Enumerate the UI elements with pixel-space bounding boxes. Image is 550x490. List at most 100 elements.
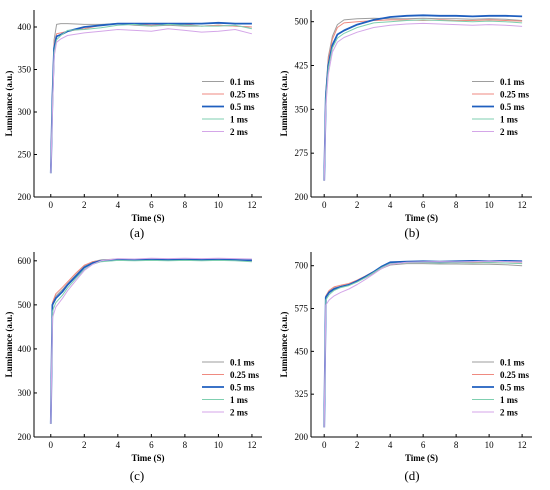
x-tick-label: 0	[322, 440, 327, 450]
legend-label: 1 ms	[230, 115, 248, 125]
x-axis-label: Time (S)	[131, 453, 164, 463]
legend-label: 0.1 ms	[230, 77, 255, 87]
y-tick-label: 200	[295, 192, 309, 202]
x-tick-label: 12	[518, 200, 527, 210]
y-axis-label: Luminance (a.u.)	[4, 71, 14, 137]
x-tick-label: 10	[485, 440, 495, 450]
x-tick-label: 4	[116, 200, 121, 210]
series-line-1-ms	[50, 259, 252, 424]
series-line-2-ms	[50, 28, 253, 174]
panel-caption: (b)	[404, 225, 419, 240]
legend-label: 1 ms	[500, 115, 518, 125]
y-tick-label: 200	[18, 432, 32, 442]
panel-caption: (c)	[130, 468, 144, 483]
x-tick-label: 0	[49, 200, 54, 210]
legend-label: 2 ms	[230, 127, 248, 137]
chart-panel-4: 200 325 450 575 700 0 2 4 6 8 10 12 Time (S) Luminanc…	[279, 252, 532, 483]
x-tick-label: 10	[485, 200, 495, 210]
x-tick-label: 2	[82, 440, 87, 450]
chart-panel-1: 200 250 300 350 400 0 2 4 6 8 10 12 Time (S) Luminanc…	[4, 10, 262, 240]
x-tick-label: 8	[183, 200, 188, 210]
x-tick-label: 12	[247, 440, 256, 450]
legend-label: 0.25 ms	[500, 90, 529, 100]
y-tick-label: 300	[18, 107, 32, 117]
y-tick-label: 200	[295, 432, 309, 442]
legend-label: 0.25 ms	[230, 370, 259, 380]
legend-label: 0.5 ms	[500, 102, 525, 112]
series-line-1-ms	[323, 262, 523, 428]
x-tick-label: 6	[149, 200, 154, 210]
y-tick-label: 350	[18, 65, 32, 75]
y-tick-label: 575	[295, 304, 309, 314]
y-tick-label: 250	[18, 150, 32, 160]
x-tick-label: 0	[49, 440, 54, 450]
x-tick-label: 4	[388, 440, 393, 450]
series-line-0-25-ms	[323, 19, 523, 181]
x-tick-label: 12	[247, 200, 256, 210]
x-tick-label: 2	[355, 440, 360, 450]
panel-caption: (d)	[404, 468, 419, 483]
x-tick-label: 4	[116, 440, 121, 450]
y-tick-label: 350	[295, 104, 309, 114]
x-tick-label: 10	[214, 440, 224, 450]
x-tick-label: 6	[421, 440, 426, 450]
legend-label: 0.1 ms	[500, 77, 525, 87]
x-tick-label: 2	[82, 200, 87, 210]
legend-label: 2 ms	[500, 408, 518, 418]
y-axis-label: Luminance (a.u.)	[279, 312, 289, 378]
series-line-2-ms	[323, 260, 523, 428]
series-line-0-5-ms	[323, 14, 523, 181]
y-tick-label: 425	[295, 61, 309, 71]
y-tick-label: 450	[295, 346, 309, 356]
y-tick-label: 275	[295, 148, 309, 158]
series-line-1-ms	[50, 23, 252, 174]
series-line-2-ms	[50, 257, 252, 424]
x-tick-label: 6	[149, 440, 154, 450]
legend-label: 0.25 ms	[230, 90, 259, 100]
legend-label: 0.5 ms	[230, 102, 255, 112]
series-line-0-5-ms	[323, 259, 523, 428]
legend-label: 0.5 ms	[230, 383, 255, 393]
legend-label: 0.1 ms	[230, 358, 255, 368]
series-line-0-5-ms	[49, 21, 252, 174]
legend-label: 0.5 ms	[500, 383, 525, 393]
x-axis-label: Time (S)	[131, 213, 164, 223]
x-tick-label: 8	[454, 200, 459, 210]
y-tick-label: 400	[18, 344, 32, 354]
chart-panel-3: 200 300 400 500 600 0 2 4 6 8 10 12 Time (S) Luminanc…	[4, 252, 262, 483]
series-line-2-ms	[323, 22, 523, 181]
y-axis-label: Luminance (a.u.)	[279, 71, 289, 137]
y-tick-label: 325	[295, 389, 309, 399]
series-line-0-1-ms	[323, 263, 523, 428]
y-tick-label: 700	[295, 261, 309, 271]
y-tick-label: 200	[18, 192, 32, 202]
legend-label: 2 ms	[500, 127, 518, 137]
x-tick-label: 0	[322, 200, 327, 210]
x-tick-label: 10	[214, 200, 224, 210]
y-tick-label: 500	[18, 300, 32, 310]
legend-label: 1 ms	[500, 395, 518, 405]
x-axis-label: Time (S)	[405, 213, 438, 223]
series-line-0-5-ms	[49, 258, 252, 424]
series-line-0-1-ms	[323, 17, 523, 181]
legend-label: 0.25 ms	[500, 370, 529, 380]
x-tick-label: 8	[454, 440, 459, 450]
x-tick-label: 8	[183, 440, 188, 450]
y-tick-label: 600	[18, 256, 32, 266]
y-tick-label: 400	[18, 22, 32, 32]
x-tick-label: 12	[518, 440, 527, 450]
series-line-0-25-ms	[50, 23, 252, 172]
panel-caption: (a)	[130, 225, 144, 240]
chart-panel-2: 200 275 350 425 500 0 2 4 6 8 10 12 Time (S) Luminanc…	[279, 10, 532, 240]
y-tick-label: 300	[18, 388, 32, 398]
x-tick-label: 4	[388, 200, 393, 210]
series-line-1-ms	[323, 19, 523, 181]
series-line-0-25-ms	[323, 261, 523, 428]
legend-label: 1 ms	[230, 395, 248, 405]
y-tick-label: 500	[295, 17, 309, 27]
legend-label: 0.1 ms	[500, 358, 525, 368]
legend-label: 2 ms	[230, 408, 248, 418]
x-tick-label: 6	[421, 200, 426, 210]
series-line-0-1-ms	[50, 23, 252, 172]
